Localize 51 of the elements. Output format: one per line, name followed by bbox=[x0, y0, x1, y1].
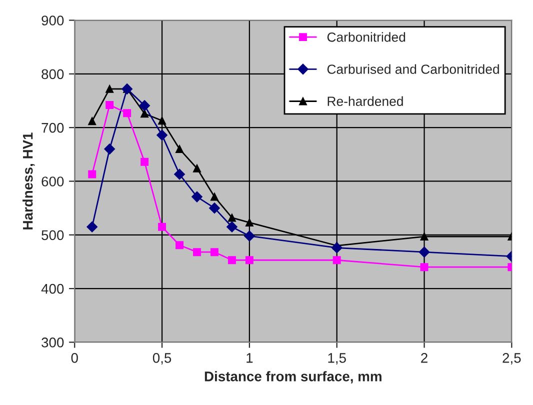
point bbox=[139, 100, 150, 112]
y-axis-title: Hardness, HV1 bbox=[22, 132, 35, 230]
point bbox=[88, 117, 96, 126]
y-tick-label: 300 bbox=[42, 338, 64, 348]
y-tick-label: 500 bbox=[42, 230, 64, 240]
point bbox=[193, 248, 201, 256]
y-tick-label: 700 bbox=[42, 122, 64, 133]
point bbox=[420, 232, 428, 240]
y-tick-label: 800 bbox=[42, 69, 64, 80]
point bbox=[106, 84, 114, 93]
y-tick-label: 400 bbox=[41, 284, 64, 294]
point bbox=[158, 222, 166, 231]
point bbox=[176, 145, 184, 154]
point bbox=[209, 202, 220, 214]
y-tick-label: 900 bbox=[42, 16, 64, 26]
point bbox=[210, 248, 218, 256]
point bbox=[331, 242, 342, 254]
x-tick-label: 2 bbox=[421, 353, 428, 363]
point bbox=[123, 109, 132, 118]
point bbox=[228, 214, 236, 222]
point bbox=[140, 158, 149, 166]
point bbox=[245, 218, 254, 227]
point bbox=[174, 168, 185, 180]
point bbox=[420, 263, 428, 272]
point bbox=[140, 110, 149, 118]
point bbox=[192, 191, 202, 202]
x-tick-label: 1 bbox=[246, 353, 253, 363]
point bbox=[88, 170, 96, 178]
point bbox=[226, 221, 238, 232]
x-tick-label: 0 bbox=[71, 353, 78, 363]
y-tick-label: 600 bbox=[42, 176, 64, 186]
point bbox=[106, 101, 114, 110]
point bbox=[158, 116, 166, 125]
point bbox=[244, 230, 255, 242]
point bbox=[210, 192, 218, 201]
point bbox=[228, 256, 236, 264]
point bbox=[245, 256, 254, 264]
point bbox=[86, 221, 98, 232]
point bbox=[156, 130, 168, 141]
legend-label: Carburised and Carbonitrided bbox=[327, 64, 499, 74]
x-tick-label: 0,5 bbox=[152, 353, 172, 364]
x-tick-label: 2,5 bbox=[502, 353, 521, 364]
x-tick-label: 1,5 bbox=[328, 353, 346, 364]
x-axis-title: Distance from surface, mm bbox=[204, 371, 382, 384]
legend-label: Carbonitrided bbox=[327, 32, 406, 42]
point bbox=[104, 144, 116, 154]
point bbox=[418, 246, 430, 258]
point bbox=[176, 241, 184, 250]
point bbox=[332, 256, 341, 264]
legend-label: Re-hardened bbox=[328, 96, 403, 106]
point bbox=[193, 164, 201, 172]
